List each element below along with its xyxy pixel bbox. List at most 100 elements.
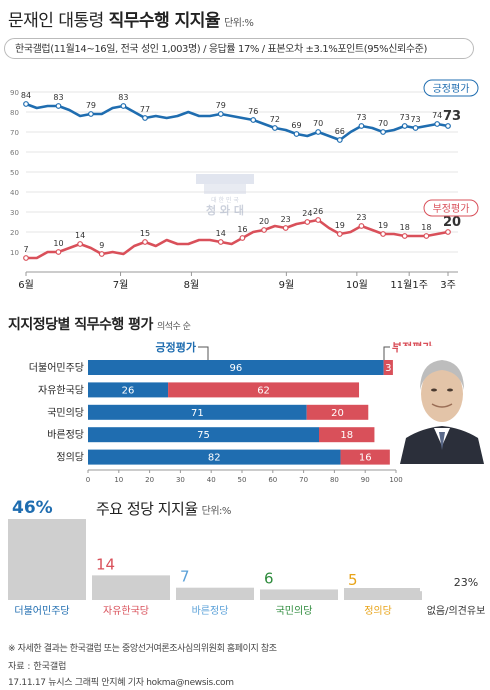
party-approval-legend-line [198, 346, 209, 360]
approval-point [271, 125, 278, 131]
x-tick-label: 10월 [346, 279, 368, 291]
y-tick-label: 70 [10, 129, 19, 137]
approval-value-label: 73 [443, 109, 461, 124]
approval-point [412, 125, 419, 131]
party-axis-tick-label: 80 [330, 476, 339, 484]
approval-value-label: 76 [248, 107, 258, 116]
disapproval-value-label: 9 [99, 241, 104, 250]
party-approval-bar-chart: 더불어민주당 96 3 자유한국당 26 62 국민의당 71 20 바른정당 75 18 정의당 82 1… [29, 340, 433, 484]
disapproval-point [239, 235, 246, 241]
approval-value-label: 73 [410, 115, 420, 124]
approval-point [434, 121, 441, 127]
survey-info: 한국갤럽(11월14~16일, 전국 성인 1,003명) / 응답률 17% … [4, 38, 474, 59]
party-support-chart: 46% 더불어민주당 14 자유한국당 7 바른정당 6 국민의당 5 정의당 23% 없음/의견유보 [8, 498, 486, 617]
support-bar [176, 587, 254, 600]
disapproval-value: 3 [385, 363, 391, 374]
party-axis-tick-label: 0 [86, 476, 90, 484]
party-label: 국민의당 [47, 407, 84, 419]
disapproval-value-label: 18 [421, 223, 431, 232]
approval-bar [88, 404, 307, 420]
party-axis-tick-label: 90 [361, 476, 370, 484]
x-tick-label: 3주 [440, 280, 456, 291]
page-title: 문재인 대통령 직무수행 지지율 단위:% [8, 11, 254, 31]
disapproval-value-label: 18 [400, 223, 410, 232]
disapproval-line [26, 218, 449, 260]
approval-value-label: 72 [270, 115, 280, 124]
approval-legend-box [423, 79, 479, 97]
disapproval-point [445, 229, 451, 235]
support-party-label: 없음/의견유보 [427, 604, 486, 617]
disapproval-point [315, 217, 322, 223]
support-value: 23% [454, 576, 478, 589]
support-bar [8, 519, 86, 600]
disapproval-value: 18 [340, 430, 353, 441]
support-value: 14 [96, 555, 115, 573]
approval-value-label: 66 [335, 127, 345, 136]
party-label: 바른정당 [47, 429, 84, 441]
disapproval-value-label: 20 [443, 215, 461, 230]
approval-value: 26 [122, 385, 135, 396]
disapproval-bar [319, 427, 375, 443]
disapproval-bar [340, 449, 390, 465]
approval-bar [88, 449, 341, 465]
approval-point [358, 123, 365, 129]
line-chart-x-ticks: 6월 7월 8월 9월 10월 11월1주 3주 [18, 272, 456, 291]
approval-point [217, 111, 224, 117]
approval-value: 71 [191, 408, 204, 419]
approval-value-label: 77 [140, 105, 150, 114]
approval-bar [88, 382, 169, 398]
disapproval-value-label: 15 [140, 229, 150, 238]
watermark-building-roof [196, 174, 254, 184]
y-tick-label: 40 [10, 189, 19, 197]
footnote: ※ 자세한 결과는 한국갤럽 또는 중앙선거여론조사심의위원회 홈페이지 참조 [8, 644, 277, 654]
party-axis-tick-label: 60 [268, 476, 277, 484]
disapproval-value-label: 16 [237, 225, 247, 234]
disapproval-bar [168, 382, 360, 398]
approval-point [315, 129, 322, 135]
watermark-building-body [204, 184, 246, 194]
disapproval-value-label: 26 [313, 207, 323, 216]
disapproval-value-label: 20 [259, 217, 269, 226]
credit-source: 자료 : 한국갤럽 [8, 662, 67, 672]
line-chart-grid [26, 91, 458, 273]
approval-point [23, 101, 29, 107]
party-label: 정의당 [56, 452, 84, 464]
y-tick-label: 90 [10, 89, 19, 97]
approval-bar [88, 427, 319, 443]
y-tick-label: 20 [10, 229, 19, 237]
disapproval-point [98, 251, 105, 257]
approval-point [293, 131, 300, 137]
disapproval-point [336, 231, 343, 237]
x-tick-label: 8월 [184, 279, 200, 291]
support-bar [260, 589, 338, 600]
party-axis-tick-label: 40 [207, 476, 216, 484]
disapproval-value: 62 [257, 385, 270, 396]
credit-byline: 17.11.17 뉴시스 그래픽 안지혜 기자 hokma@newsis.com [8, 678, 234, 688]
disapproval-value-label: 19 [335, 221, 345, 230]
approval-value-label: 79 [216, 101, 226, 110]
approval-point [88, 111, 94, 117]
y-tick-label: 60 [10, 149, 19, 157]
party-bars: 더불어민주당 96 3 자유한국당 26 62 국민의당 71 20 바른정당 75 18 정의당 82 1… [29, 360, 393, 465]
approval-value-label: 70 [378, 119, 388, 128]
watermark-small-text: 대 한 민 국 [211, 196, 239, 204]
approval-value-label: 73 [356, 113, 366, 122]
approval-point [55, 103, 62, 109]
disapproval-legend-label: 부정평가 [433, 203, 470, 215]
support-party-label: 국민의당 [276, 605, 313, 617]
x-tick-label: 11월1주 [390, 279, 428, 291]
x-tick-label: 7월 [113, 279, 129, 291]
approval-line [25, 102, 449, 142]
disapproval-point [401, 233, 408, 239]
party-disapproval-legend-line [383, 346, 390, 360]
disapproval-legend-box [423, 199, 479, 217]
party-label: 자유한국당 [38, 384, 84, 396]
disapproval-point [282, 225, 289, 231]
disapproval-point [380, 231, 386, 237]
party-axis-tick-label: 100 [389, 476, 402, 484]
president-photo [398, 346, 486, 464]
watermark: 대 한 민 국 청 와 대 [196, 174, 254, 217]
disapproval-value: 16 [359, 453, 372, 464]
